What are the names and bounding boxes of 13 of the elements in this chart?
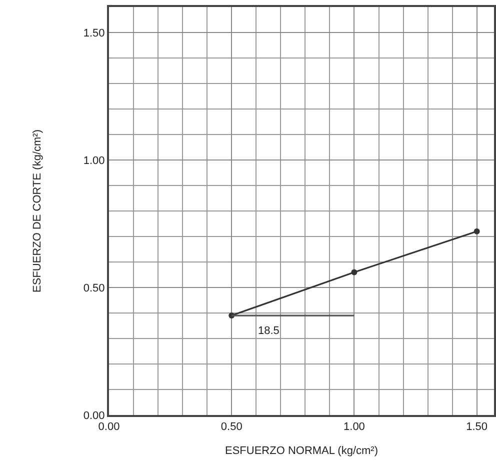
y-tick-label: 1.00 [83, 154, 105, 167]
point [351, 269, 358, 276]
x-tick-label: 1.50 [466, 421, 488, 434]
point [474, 228, 480, 234]
y-tick-label: 0.50 [83, 282, 105, 294]
x-axis-title: ESFUERZO NORMAL (kg/cm²) [225, 444, 378, 457]
y-tick-label: 0.00 [83, 410, 105, 422]
y-axis-title: ESFUERZO DE CORTE (kg/cm²) [32, 130, 44, 292]
x-tick-label: 0.50 [220, 421, 242, 434]
annotation: 18.5 [258, 325, 280, 337]
x-tick-label: 1.00 [344, 421, 365, 434]
y-tick-label: 1.50 [83, 27, 105, 40]
x-tick-label: 0.00 [98, 421, 120, 434]
